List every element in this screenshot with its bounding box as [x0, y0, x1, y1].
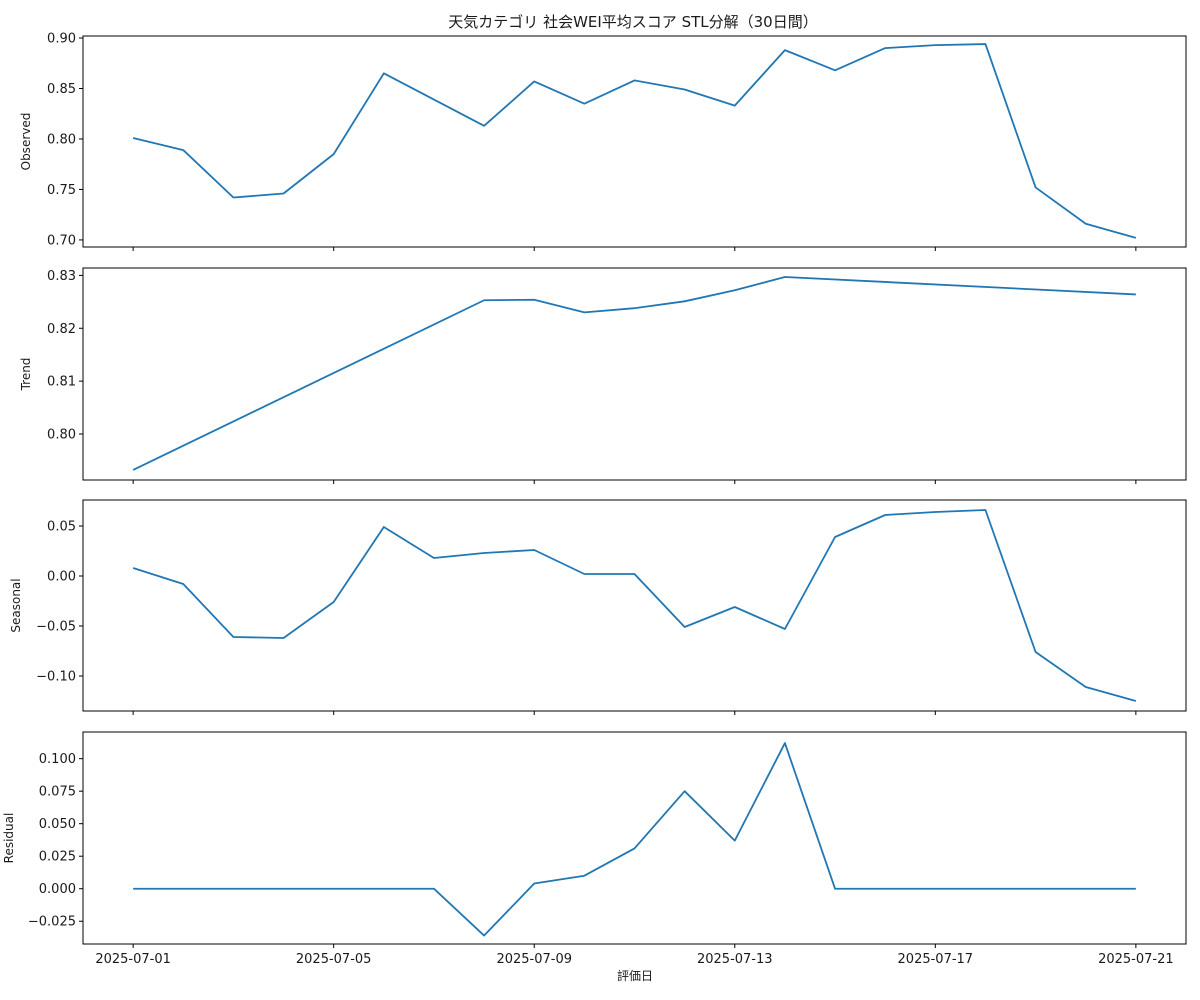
y-tick-label: 0.70 — [47, 233, 76, 248]
y-axis-label: Observed — [19, 113, 33, 171]
y-tick-label: 0.82 — [47, 322, 76, 337]
x-tick-label: 2025-07-13 — [697, 952, 773, 967]
y-axis-label: Trend — [19, 358, 33, 392]
y-axis-label: Residual — [2, 813, 16, 864]
y-tick-label: 0.025 — [39, 850, 76, 865]
axes-frame — [82, 499, 1187, 712]
y-axis-label: Seasonal — [9, 578, 23, 632]
series-line-trend — [132, 276, 1136, 471]
y-tick-label: 0.81 — [47, 375, 76, 390]
x-axis-label: 評価日 — [617, 968, 653, 983]
subplot-panels: 0.70 0.75 0.80 0.85 0.90 Observed 0.80 0.81 0.82… — [2, 32, 1187, 967]
subplot-trend: 0.80 0.81 0.82 0.83 Trend — [19, 267, 1187, 484]
y-tick-label: 0.05 — [47, 520, 76, 535]
y-tick-label: 0.75 — [47, 183, 76, 198]
axes-frame — [82, 35, 1187, 248]
x-tick-label: 2025-07-21 — [1098, 952, 1174, 967]
y-tick-label: 0.000 — [39, 882, 76, 897]
subplot-residual: −0.025 0.000 0.025 0.050 0.075 0.100 Residual 2… — [2, 731, 1187, 967]
y-tick-label: −0.025 — [28, 915, 76, 930]
y-tick-label: 0.80 — [47, 428, 76, 443]
series-line-seasonal — [132, 509, 1137, 702]
y-tick-label: 0.90 — [47, 32, 76, 47]
axes-frame — [82, 731, 1187, 945]
axes-frame — [82, 267, 1187, 481]
y-tick-label: 0.100 — [39, 752, 76, 767]
y-tick-label: 0.83 — [47, 269, 76, 284]
y-tick-label: 0.075 — [39, 785, 76, 800]
y-tick-label: −0.10 — [36, 670, 76, 685]
y-tick-label: 0.85 — [47, 82, 76, 97]
x-tick-label: 2025-07-01 — [95, 952, 171, 967]
y-tick-label: −0.05 — [36, 620, 76, 635]
series-line-observed — [132, 43, 1137, 239]
series-line-residual — [133, 742, 1136, 937]
subplot-observed: 0.70 0.75 0.80 0.85 0.90 Observed — [19, 32, 1187, 251]
y-tick-label: 0.050 — [39, 817, 76, 832]
x-tick-label: 2025-07-09 — [496, 952, 572, 967]
x-tick-label: 2025-07-05 — [296, 952, 372, 967]
y-tick-label: 0.00 — [47, 570, 76, 585]
x-tick-label: 2025-07-17 — [898, 952, 974, 967]
figure-title: 天気カテゴリ 社会WEI平均スコア STL分解（30日間） — [448, 13, 817, 31]
y-tick-label: 0.80 — [47, 132, 76, 147]
subplot-seasonal: −0.10 −0.05 0.00 0.05 Seasonal — [9, 499, 1187, 715]
